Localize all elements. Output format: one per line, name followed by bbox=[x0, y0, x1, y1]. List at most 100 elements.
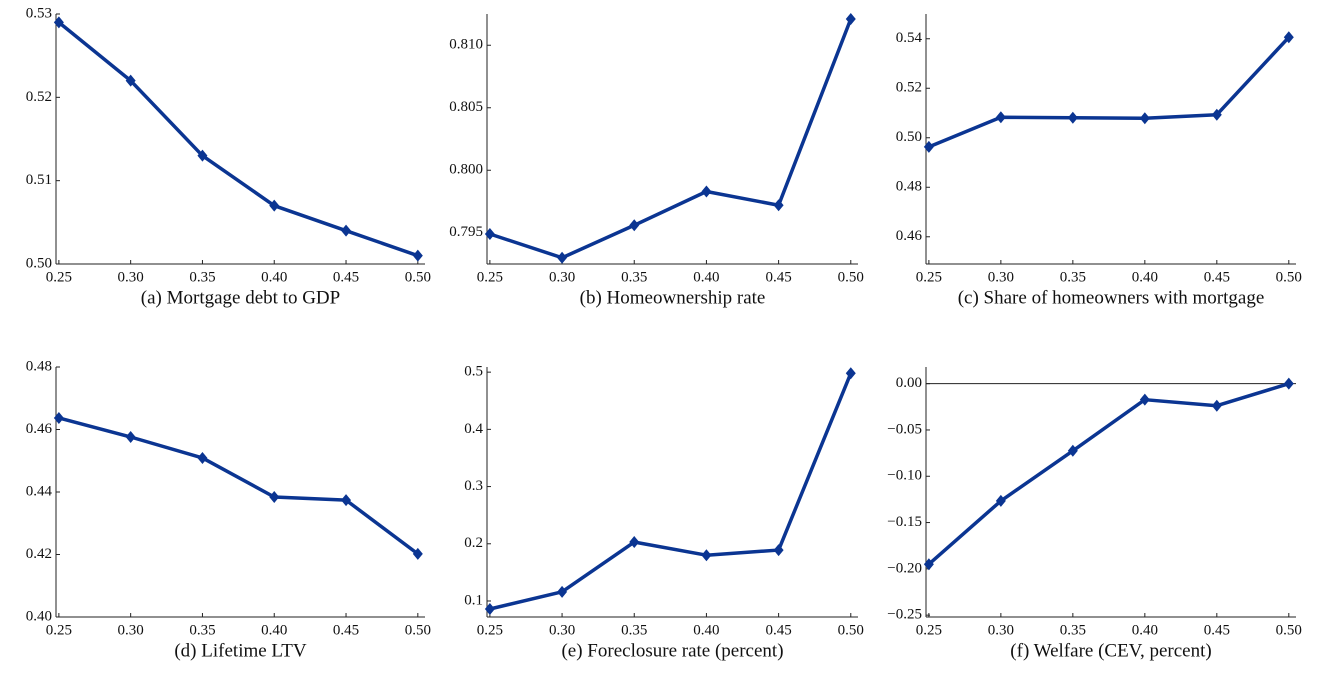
marker bbox=[53, 16, 64, 29]
line bbox=[57, 20, 419, 258]
x-tick-label: 0.50 bbox=[838, 622, 864, 638]
caption: (b) Homeownership rate bbox=[580, 287, 766, 308]
marker bbox=[629, 219, 640, 232]
x-tick-label: 0.30 bbox=[988, 622, 1014, 638]
caption: (a) Mortgage debt to GDP bbox=[141, 287, 340, 308]
x-tick-label: 0.25 bbox=[916, 269, 942, 285]
y-tick-label: −0.05 bbox=[887, 421, 922, 437]
caption: (e) Foreclosure rate (percent) bbox=[561, 640, 783, 661]
x-tick-label: 0.35 bbox=[1060, 269, 1086, 285]
x-tick-label: 0.35 bbox=[621, 622, 647, 638]
marker bbox=[125, 431, 136, 443]
marker bbox=[1283, 377, 1294, 390]
y-tick-label: 0.1 bbox=[464, 592, 483, 608]
marker bbox=[269, 199, 280, 212]
x-tick-label: 0.25 bbox=[46, 622, 72, 638]
caption: (c) Share of homeowners with mortgage bbox=[958, 287, 1265, 308]
marker bbox=[923, 140, 934, 153]
marker bbox=[197, 451, 208, 464]
marker bbox=[197, 149, 208, 162]
marker bbox=[412, 249, 423, 262]
x-tick-label: 0.45 bbox=[333, 269, 359, 285]
x-tick-label: 0.40 bbox=[261, 622, 287, 638]
y-tick-label: −0.25 bbox=[887, 607, 922, 623]
y-tick-label: 0.48 bbox=[26, 358, 52, 374]
x-tick-label: 0.50 bbox=[405, 622, 431, 638]
marker bbox=[1283, 31, 1294, 44]
y-tick-label: −0.15 bbox=[887, 514, 922, 530]
x-tick-label: 0.45 bbox=[333, 622, 359, 638]
x-tick-label: 0.40 bbox=[693, 269, 719, 285]
y-tick-label: 0.805 bbox=[449, 99, 483, 115]
caption: (d) Lifetime LTV bbox=[174, 640, 307, 661]
y-tick-label: 0.800 bbox=[449, 162, 483, 178]
x-tick-label: 0.45 bbox=[1204, 622, 1230, 638]
marker bbox=[773, 544, 784, 557]
marker bbox=[1139, 393, 1150, 406]
x-tick-label: 0.25 bbox=[916, 622, 942, 638]
x-tick-label: 0.30 bbox=[988, 269, 1014, 285]
marker bbox=[1211, 399, 1222, 412]
x-tick-label: 0.40 bbox=[693, 622, 719, 638]
x-tick-label: 0.40 bbox=[1132, 622, 1158, 638]
line bbox=[489, 18, 853, 260]
marker bbox=[341, 494, 352, 507]
line bbox=[489, 372, 853, 611]
marker bbox=[269, 491, 280, 503]
x-tick-label: 0.25 bbox=[477, 622, 503, 638]
marker bbox=[53, 411, 64, 424]
x-tick-label: 0.25 bbox=[46, 269, 72, 285]
line bbox=[927, 381, 1290, 566]
y-tick-label: 0.2 bbox=[464, 535, 483, 551]
marker bbox=[1067, 111, 1078, 124]
y-tick-label: 0.00 bbox=[896, 375, 922, 391]
marker bbox=[412, 547, 423, 560]
marker bbox=[629, 536, 640, 549]
x-tick-label: 0.50 bbox=[1276, 269, 1302, 285]
marker bbox=[845, 367, 856, 380]
marker bbox=[923, 558, 934, 571]
y-tick-label: 0.50 bbox=[26, 255, 52, 271]
x-tick-label: 0.25 bbox=[477, 269, 503, 285]
x-tick-label: 0.50 bbox=[838, 269, 864, 285]
marker bbox=[701, 185, 712, 198]
x-tick-label: 0.45 bbox=[765, 269, 791, 285]
y-tick-label: 0.5 bbox=[464, 364, 483, 380]
y-tick-label: 0.46 bbox=[896, 228, 923, 244]
x-tick-label: 0.50 bbox=[1276, 622, 1302, 638]
y-tick-label: 0.4 bbox=[464, 421, 483, 437]
x-tick-label: 0.30 bbox=[118, 622, 144, 638]
x-tick-label: 0.35 bbox=[189, 269, 215, 285]
marker bbox=[773, 199, 784, 212]
x-tick-label: 0.45 bbox=[765, 622, 791, 638]
y-tick-label: 0.52 bbox=[896, 80, 922, 96]
y-tick-label: 0.3 bbox=[464, 478, 483, 494]
y-tick-label: 0.40 bbox=[26, 608, 52, 624]
x-tick-label: 0.50 bbox=[405, 269, 431, 285]
y-tick-label: 0.53 bbox=[26, 5, 52, 21]
x-tick-label: 0.35 bbox=[1060, 622, 1086, 638]
marker bbox=[1211, 108, 1222, 121]
x-tick-label: 0.40 bbox=[1132, 269, 1158, 285]
y-tick-label: 0.54 bbox=[896, 30, 923, 46]
y-tick-label: 0.44 bbox=[26, 483, 53, 499]
line bbox=[58, 416, 419, 556]
marker bbox=[484, 602, 495, 615]
marker bbox=[701, 549, 712, 562]
marker bbox=[995, 494, 1006, 507]
y-tick-label: −0.10 bbox=[887, 468, 922, 484]
marker bbox=[125, 74, 136, 87]
y-tick-label: 0.48 bbox=[896, 179, 922, 195]
marker bbox=[557, 251, 568, 264]
marker bbox=[1139, 112, 1150, 125]
marker bbox=[995, 111, 1006, 124]
x-tick-label: 0.30 bbox=[549, 269, 575, 285]
x-tick-label: 0.35 bbox=[621, 269, 647, 285]
y-tick-label: 0.52 bbox=[26, 89, 52, 105]
marker bbox=[557, 585, 568, 598]
y-tick-label: 0.46 bbox=[26, 421, 53, 437]
x-tick-label: 0.45 bbox=[1204, 269, 1230, 285]
y-tick-label: 0.795 bbox=[449, 224, 483, 240]
